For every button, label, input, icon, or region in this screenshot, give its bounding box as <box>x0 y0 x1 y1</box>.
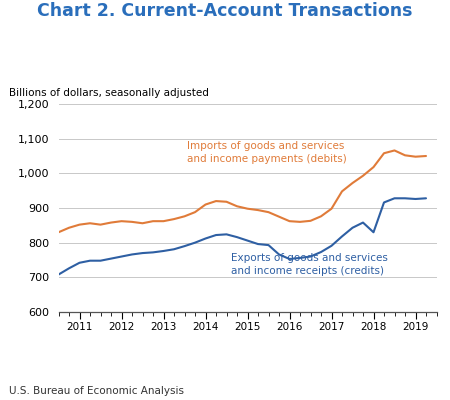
Text: Chart 2. Current-Account Transactions: Chart 2. Current-Account Transactions <box>37 2 413 20</box>
Text: U.S. Bureau of Economic Analysis: U.S. Bureau of Economic Analysis <box>9 386 184 396</box>
Text: Exports of goods and services
and income receipts (credits): Exports of goods and services and income… <box>231 252 387 276</box>
Text: Imports of goods and services
and income payments (debits): Imports of goods and services and income… <box>187 141 346 164</box>
Text: Billions of dollars, seasonally adjusted: Billions of dollars, seasonally adjusted <box>9 88 209 98</box>
